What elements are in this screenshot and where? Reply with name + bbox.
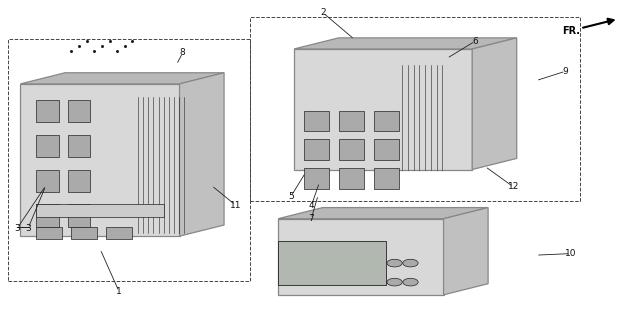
Text: 12: 12: [508, 182, 520, 191]
Text: 6: 6: [472, 36, 478, 45]
Text: 5: 5: [288, 192, 294, 201]
Bar: [278, 241, 387, 285]
Text: 3: 3: [15, 224, 20, 233]
Bar: [68, 170, 91, 192]
Bar: [68, 135, 91, 157]
Polygon shape: [180, 73, 224, 236]
Text: 1: 1: [116, 287, 122, 296]
Text: 7: 7: [309, 214, 314, 223]
Text: 9: 9: [563, 67, 569, 76]
Bar: [304, 111, 329, 132]
Text: 3: 3: [25, 224, 31, 233]
Circle shape: [387, 278, 402, 286]
Bar: [36, 170, 59, 192]
Bar: [304, 140, 329, 160]
Polygon shape: [294, 49, 472, 170]
Bar: [72, 227, 97, 239]
Polygon shape: [278, 219, 443, 295]
Bar: [304, 168, 329, 188]
Circle shape: [403, 259, 418, 267]
Bar: [374, 111, 399, 132]
Bar: [68, 204, 91, 227]
Bar: [374, 168, 399, 188]
Bar: [36, 100, 59, 122]
Polygon shape: [294, 38, 517, 49]
Text: 10: 10: [565, 249, 576, 258]
Polygon shape: [278, 208, 488, 219]
Polygon shape: [20, 73, 224, 84]
Text: FR.: FR.: [562, 26, 580, 36]
Polygon shape: [20, 84, 180, 236]
Bar: [339, 111, 364, 132]
Bar: [374, 140, 399, 160]
Text: 4: 4: [309, 202, 314, 211]
Bar: [36, 204, 59, 227]
Bar: [36, 135, 59, 157]
Circle shape: [387, 259, 402, 267]
Circle shape: [403, 278, 418, 286]
Polygon shape: [443, 208, 488, 295]
Bar: [68, 100, 91, 122]
Bar: [339, 168, 364, 188]
Bar: [339, 140, 364, 160]
Bar: [36, 204, 164, 217]
Text: 8: 8: [180, 48, 185, 57]
Text: 2: 2: [320, 8, 325, 17]
Polygon shape: [472, 38, 517, 170]
Bar: [106, 227, 132, 239]
Text: 11: 11: [230, 201, 242, 210]
Bar: [36, 227, 62, 239]
